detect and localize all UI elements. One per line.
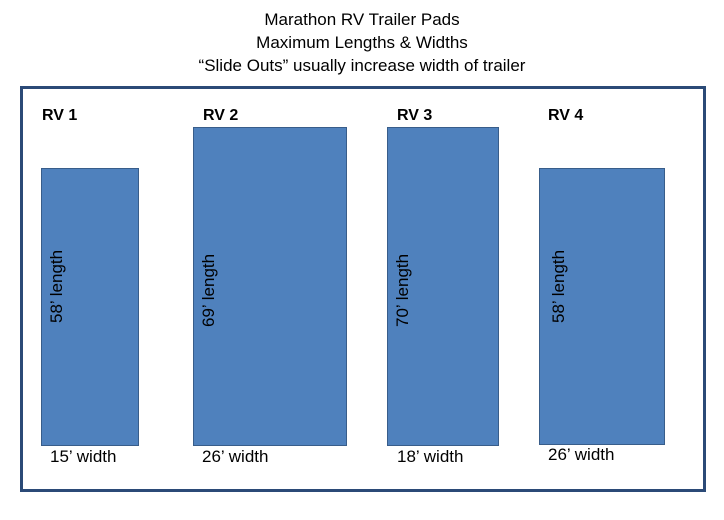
rv4-length-label: 58’ length — [549, 249, 568, 323]
title-line-3: “Slide Outs” usually increase width of t… — [198, 56, 526, 75]
rv2-pad — [193, 127, 347, 446]
rv4-pad — [539, 168, 665, 445]
rv1-length-label: 58’ length — [47, 249, 66, 323]
title-line-2: Maximum Lengths & Widths — [256, 33, 468, 52]
pads-frame — [20, 86, 706, 492]
rv1-label: RV 1 — [42, 107, 78, 124]
rv4-width-label: 26’ width — [548, 445, 615, 464]
rv3-length-label: 70’ length — [393, 253, 412, 327]
rv2-label: RV 2 — [203, 107, 239, 124]
rv1-width-label: 15’ width — [50, 447, 117, 466]
rv1-pad — [41, 168, 139, 446]
rv2-width-label: 26’ width — [202, 447, 269, 466]
title-line-1: Marathon RV Trailer Pads — [264, 10, 460, 29]
rv4-label: RV 4 — [548, 107, 584, 124]
diagram-title: Marathon RV Trailer Pads Maximum Lengths… — [0, 8, 724, 77]
rv3-pad — [387, 127, 499, 446]
rv3-width-label: 18’ width — [397, 447, 464, 466]
rv3-label: RV 3 — [397, 107, 433, 124]
rv2-length-label: 69’ length — [199, 253, 218, 327]
